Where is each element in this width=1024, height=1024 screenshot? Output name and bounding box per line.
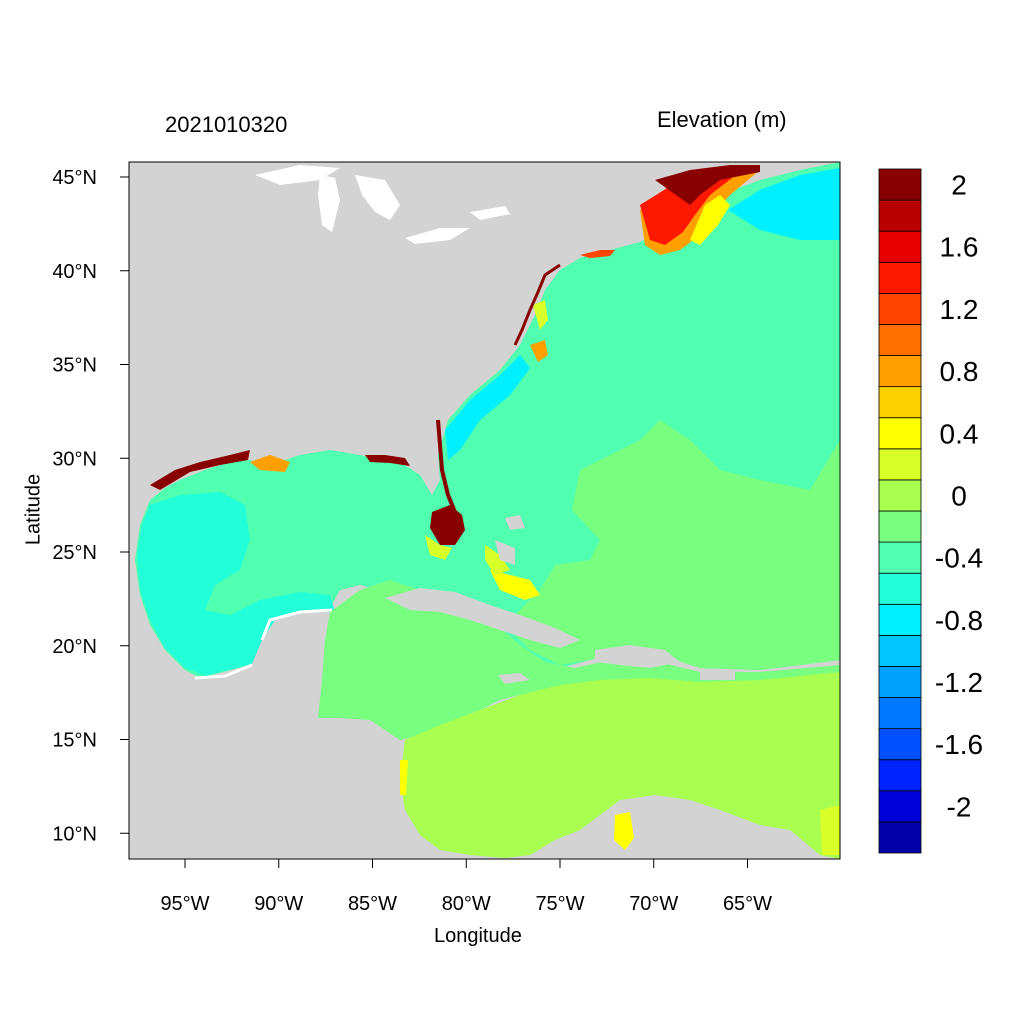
yucatan-coast bbox=[260, 608, 333, 641]
plot-frame bbox=[128, 161, 841, 860]
northeast-negative-field bbox=[728, 168, 840, 240]
trinidad-field bbox=[820, 805, 840, 855]
florida-panhandle-surge-field bbox=[365, 455, 410, 466]
florida-surge-field bbox=[430, 505, 465, 545]
lake-erie bbox=[405, 228, 470, 244]
colorbar-segment bbox=[878, 230, 922, 263]
x-tick-label: 80°W bbox=[442, 893, 491, 915]
puerto-rico-land bbox=[700, 672, 735, 680]
y-tick-label: 10°N bbox=[52, 823, 97, 845]
mexico-gulf-coast bbox=[194, 663, 253, 680]
carolina-coast-surge-field bbox=[513, 263, 561, 346]
x-tick-label: 90°W bbox=[254, 893, 303, 915]
colorbar: -2 -1.6 -1.2 -0.8 -0.4 0 0.4 0.8 1.2 1.6 2 bbox=[878, 168, 983, 854]
colorbar-segment bbox=[878, 386, 922, 419]
x-tick-label: 65°W bbox=[723, 893, 772, 915]
colorbar-label: -2 bbox=[947, 791, 972, 822]
colorbar-label: 1.6 bbox=[940, 232, 979, 263]
louisiana-coast-field bbox=[250, 455, 290, 472]
y-tick-label: 35°N bbox=[52, 355, 97, 377]
y-tick-label: 15°N bbox=[52, 730, 97, 752]
x-tick-label: 70°W bbox=[629, 893, 678, 915]
x-axis: 95°W 90°W 85°W 80°W 75°W 70°W 65°W bbox=[160, 859, 772, 915]
y-axis: 45°N 40°N 35°N 30°N 25°N 20°N 15°N 10°N bbox=[52, 167, 129, 845]
colorbar-segment bbox=[878, 759, 922, 792]
colorbar-segment bbox=[878, 510, 922, 543]
gulf-coast-surge-field bbox=[150, 450, 250, 490]
maracaibo-field bbox=[614, 812, 634, 850]
long-island-surge-field bbox=[580, 250, 615, 258]
bahamas-yellow-green-field bbox=[485, 545, 510, 575]
y-tick-label: 30°N bbox=[52, 448, 97, 470]
atlantic-zero-field bbox=[505, 420, 840, 670]
colorbar-label: -1.2 bbox=[935, 667, 983, 698]
map-time-title: 2021010320 bbox=[165, 112, 288, 137]
andros-land bbox=[495, 540, 515, 565]
colorbar-segment bbox=[878, 697, 922, 730]
colorbar-segment bbox=[878, 790, 922, 823]
florida-yellow-field bbox=[425, 535, 452, 560]
colorbar-segment bbox=[878, 479, 922, 512]
gulf-negative-field bbox=[137, 492, 335, 676]
lake-superior bbox=[255, 165, 340, 185]
colorbar-label: -0.8 bbox=[935, 605, 983, 636]
caribbean-positive-field bbox=[400, 672, 840, 859]
bahamas-land bbox=[505, 515, 525, 530]
colorbar-segment bbox=[878, 417, 922, 450]
lake-huron bbox=[355, 175, 400, 220]
y-tick-label: 45°N bbox=[52, 167, 97, 189]
colorbar-segment bbox=[878, 572, 922, 605]
hispaniola-land bbox=[595, 645, 680, 668]
colorbar-segment bbox=[878, 541, 922, 574]
colorbar-segment bbox=[878, 821, 922, 854]
colorbar-segment bbox=[878, 292, 922, 325]
x-axis-title: Longitude bbox=[434, 925, 522, 947]
map-panel bbox=[129, 162, 840, 859]
colorbar-label: -0.4 bbox=[935, 543, 983, 574]
lake-ontario bbox=[470, 206, 510, 220]
jamaica-land bbox=[498, 673, 530, 684]
colorbar-segment bbox=[878, 261, 922, 294]
nicaragua-coast-field bbox=[400, 760, 408, 795]
gulf-of-maine-high-field bbox=[640, 168, 745, 245]
colorbar-label: 0.4 bbox=[940, 418, 979, 449]
x-tick-label: 85°W bbox=[348, 893, 397, 915]
southeast-coast-negative-field bbox=[445, 355, 530, 460]
colorbar-label: 0.8 bbox=[940, 356, 979, 387]
bahamas-yellow-field bbox=[490, 570, 540, 600]
colorbar-segment bbox=[878, 448, 922, 481]
colorbar-segment bbox=[878, 168, 922, 201]
cuba-land bbox=[385, 588, 580, 648]
colorbar-segment bbox=[878, 603, 922, 636]
caribbean-zero-field bbox=[318, 580, 840, 740]
colorbar-segment bbox=[878, 634, 922, 667]
colorbar-label: -1.6 bbox=[935, 729, 983, 760]
colorbar-segment bbox=[878, 324, 922, 356]
hatteras-positive-field bbox=[530, 340, 548, 362]
colorbar-segment bbox=[878, 355, 922, 388]
variable-title: Elevation (m) bbox=[657, 107, 787, 132]
colorbar-label: 2 bbox=[951, 170, 967, 201]
x-tick-label: 95°W bbox=[160, 893, 209, 915]
gulf-of-maine-max-field bbox=[655, 165, 760, 205]
mid-atlantic-yellow-field bbox=[533, 300, 548, 330]
y-tick-label: 40°N bbox=[52, 261, 97, 283]
florida-east-coast-field bbox=[436, 419, 457, 513]
colorbar-label: 1.2 bbox=[940, 294, 979, 325]
y-tick-label: 25°N bbox=[52, 542, 97, 564]
gulf-of-maine-yellow-fringe bbox=[690, 195, 730, 245]
y-tick-label: 20°N bbox=[52, 636, 97, 658]
x-tick-label: 75°W bbox=[535, 893, 584, 915]
colorbar-segment bbox=[878, 728, 922, 761]
lake-michigan bbox=[318, 175, 340, 232]
colorbar-segment bbox=[878, 199, 922, 232]
colorbar-label: 0 bbox=[951, 480, 967, 511]
colorbar-segment bbox=[878, 666, 922, 698]
